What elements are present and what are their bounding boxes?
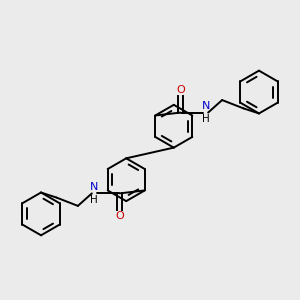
Text: O: O	[176, 85, 185, 95]
Text: N: N	[89, 182, 98, 192]
Text: H: H	[202, 114, 210, 124]
Text: H: H	[90, 195, 98, 205]
Text: O: O	[115, 211, 124, 221]
Text: N: N	[202, 101, 211, 111]
